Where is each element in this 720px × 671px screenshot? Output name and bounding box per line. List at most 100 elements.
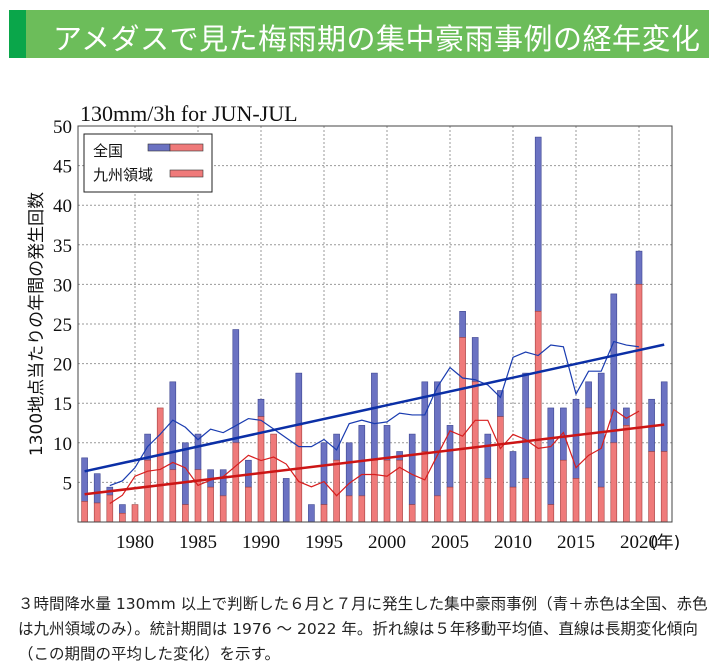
bar-national-2017 [597,372,605,488]
bar-national-2022 [660,381,668,452]
bar-kyushu-2021 [648,451,655,523]
bar-kyushu-2014 [560,459,567,523]
bar-kyushu-2017 [597,486,605,523]
legend: 全国 九州領域 [83,133,213,193]
bar-kyushu-1985 [194,469,202,523]
legend-label-kyushu: 九州領域 [93,166,153,184]
bar-national-1993 [295,372,303,426]
bar-kyushu-2019 [623,425,630,523]
bar-national-1990 [257,398,265,417]
bar-national-2007 [471,337,479,383]
x-tick-label: 2020 [620,532,658,553]
lines [84,340,665,504]
bar-kyushu-1997 [345,495,353,523]
x-tick-label: 2010 [494,532,532,553]
bar-kyushu-2002 [408,504,416,523]
bar-kyushu-1979 [119,512,126,523]
bar-kyushu-2004 [434,495,441,523]
bar-national-1995 [320,442,328,505]
y-tick-label: 45 [53,157,72,178]
bar-national-2003 [421,381,429,452]
bar-kyushu-1987 [219,495,227,523]
bar-kyushu-2006 [459,337,466,523]
y-ticks: 5 10 15 20 25 30 35 40 45 50 [53,117,72,494]
bar-kyushu-1977 [93,502,101,523]
y-tick-label: 25 [53,315,72,336]
y-tick-label: 40 [53,196,72,217]
bar-kyushu-1999 [371,459,378,523]
bar-national-1977 [93,473,101,504]
bar-national-1994 [308,504,315,523]
x-axis-unit: (年) [650,533,680,553]
bar-national-2018 [610,293,618,444]
bar-kyushu-2020 [635,284,643,523]
bar-national-1996 [333,433,340,461]
bar-kyushu-2012 [534,311,542,523]
y-tick-label: 20 [53,355,72,376]
bar-kyushu-2015 [572,478,580,523]
chart: 130mm/3h for JUN-JUL 1300地点当たりの年間の発生回数 5… [27,101,680,553]
bar-national-2012 [534,136,542,312]
header-accent [9,10,26,58]
y-tick-label: 10 [53,434,72,455]
bar-kyushu-1991 [270,433,277,523]
header-banner: アメダスで見た梅雨期の集中豪雨事例の経年変化 [9,10,709,58]
bar-kyushu-2010 [509,486,517,523]
page-title: アメダスで見た梅雨期の集中豪雨事例の経年変化 [53,22,701,56]
y-axis-label: 1300地点当たりの年間の発生回数 [27,192,47,456]
bar-kyushu-1980 [131,504,139,523]
legend-swatch-national-red [169,143,204,152]
bar-kyushu-2018 [610,442,618,523]
y-tick-label: 35 [53,236,72,257]
x-tick-label: 2015 [557,532,595,553]
bar-kyushu-1976 [81,501,88,523]
bar-kyushu-1996 [333,459,340,523]
x-tick-label: 1985 [179,532,217,553]
trend-line-national [84,343,665,473]
bar-kyushu-2022 [660,451,668,523]
trend-line-kyushu [84,423,665,496]
bar-kyushu-2000 [383,459,391,523]
bar-kyushu-2013 [547,504,555,523]
bar-kyushu-2009 [497,416,504,523]
bar-national-1984 [182,442,189,505]
legend-swatch-kyushu [169,169,204,178]
legend-swatch-national-blue [147,143,171,152]
y-tick-label: 50 [53,117,72,138]
moving-average-kyushu [109,408,640,504]
bar-kyushu-2005 [446,486,454,523]
bar-kyushu-2008 [484,478,492,523]
x-tick-label: 1990 [242,532,280,553]
bar-national-2002 [408,433,416,505]
bar-kyushu-1995 [320,504,328,523]
bar-kyushu-1988 [232,442,240,523]
bar-kyushu-2007 [471,381,479,523]
legend-label-national: 全国 [93,142,123,160]
bar-national-2004 [434,381,441,497]
bar-national-1992 [282,478,290,523]
x-tick-label: 1995 [305,532,343,553]
x-tick-label: 1980 [116,532,154,553]
bar-kyushu-2003 [421,451,429,523]
bar-kyushu-1984 [182,504,189,523]
bar-national-1979 [119,504,126,514]
bar-kyushu-2011 [522,478,529,523]
bar-kyushu-1981 [144,459,151,523]
plot-frame [77,125,673,523]
bar-national-2008 [484,433,492,479]
bar-national-2010 [509,451,517,488]
bar-national-1987 [219,469,227,497]
chart-title: 130mm/3h for JUN-JUL [80,101,298,126]
y-tick-label: 5 [63,473,73,494]
bar-kyushu-1986 [207,486,214,523]
bar-national-2013 [547,407,555,505]
bar-national-1983 [169,381,177,471]
bar-kyushu-1982 [156,407,164,523]
bar-kyushu-1978 [106,494,114,523]
bar-national-1997 [345,442,353,497]
y-tick-label: 15 [53,394,72,415]
bar-national-2020 [635,250,643,285]
bar-kyushu-1998 [358,495,366,523]
bar-kyushu-1993 [295,425,303,523]
bar-kyushu-1983 [169,469,177,523]
